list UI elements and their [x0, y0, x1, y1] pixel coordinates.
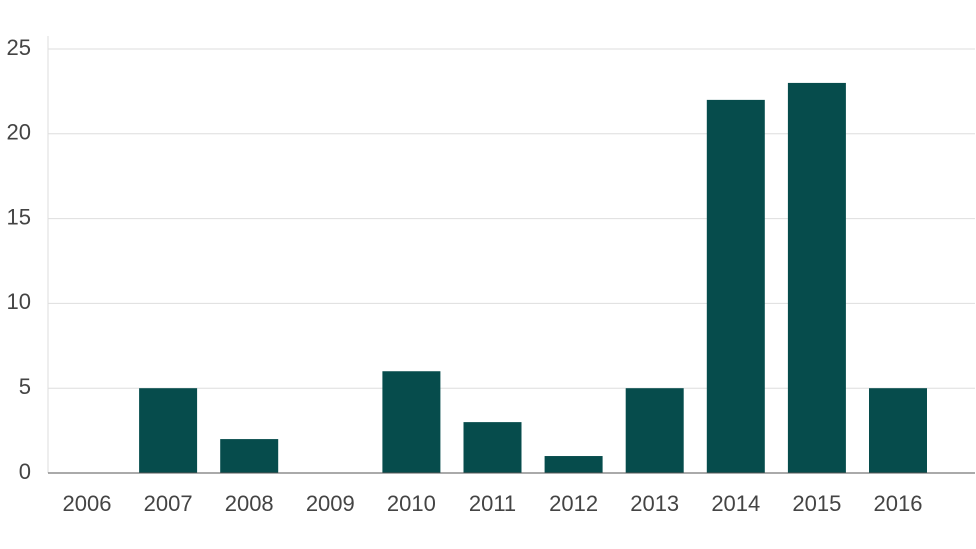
bar: [706, 99, 765, 473]
bar: [220, 439, 279, 473]
y-tick-label: 10: [7, 289, 31, 314]
y-tick-label: 25: [7, 35, 31, 60]
bar: [787, 82, 846, 474]
x-tick-label: 2007: [144, 491, 193, 516]
x-tick-label: 2012: [549, 491, 598, 516]
bar: [139, 388, 198, 473]
x-tick-label: 2009: [306, 491, 355, 516]
bar: [544, 456, 603, 473]
x-tick-label: 2016: [874, 491, 923, 516]
x-tick-label: 2013: [630, 491, 679, 516]
y-tick-label: 5: [19, 374, 31, 399]
bar: [463, 422, 522, 473]
y-tick-label: 20: [7, 120, 31, 145]
y-tick-label: 15: [7, 204, 31, 229]
x-tick-label: 2010: [387, 491, 436, 516]
bar: [625, 388, 684, 473]
x-tick-label: 2011: [469, 491, 516, 516]
y-tick-label: 0: [19, 459, 31, 484]
x-tick-label: 2014: [711, 491, 760, 516]
bar: [382, 371, 441, 473]
x-tick-label: 2008: [225, 491, 274, 516]
x-tick-label: 2015: [792, 491, 841, 516]
x-tick-label: 2006: [63, 491, 112, 516]
bar: [869, 388, 927, 473]
